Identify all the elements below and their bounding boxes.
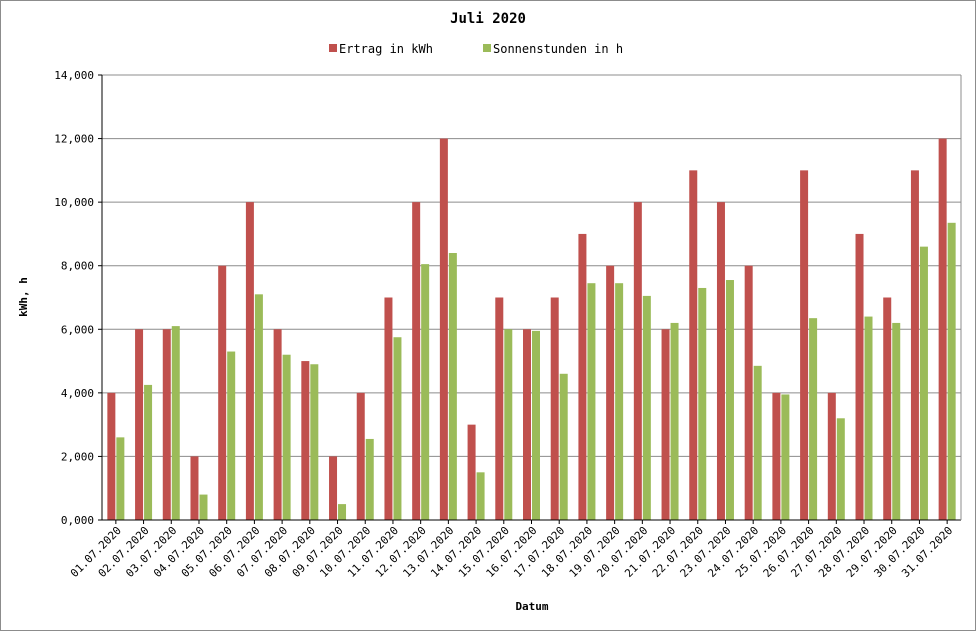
bar-sonnenstunden bbox=[864, 316, 873, 520]
bar-sonnenstunden bbox=[448, 253, 457, 520]
bar-ertrag bbox=[467, 424, 476, 520]
bar-sonnenstunden bbox=[919, 246, 928, 520]
bar-ertrag bbox=[883, 297, 892, 520]
bar-sonnenstunden bbox=[144, 384, 153, 520]
bar-ertrag bbox=[329, 456, 338, 520]
bar-ertrag bbox=[744, 265, 753, 520]
bar-ertrag bbox=[633, 202, 642, 520]
bar-sonnenstunden bbox=[725, 280, 734, 520]
legend-label-sonnenstunden: Sonnenstunden in h bbox=[493, 42, 623, 56]
bar-ertrag bbox=[301, 361, 310, 520]
bar-sonnenstunden bbox=[254, 294, 263, 520]
y-tick-label: 2,000 bbox=[61, 450, 94, 463]
bar-sonnenstunden bbox=[365, 438, 374, 520]
bar-ertrag bbox=[910, 170, 919, 520]
y-tick-label: 10,000 bbox=[54, 196, 94, 209]
bar-ertrag bbox=[827, 392, 836, 520]
bar-sonnenstunden bbox=[338, 504, 347, 520]
y-axis-label: kWh, h bbox=[17, 277, 30, 317]
bar-sonnenstunden bbox=[171, 326, 180, 520]
y-tick-label: 4,000 bbox=[61, 387, 94, 400]
bars bbox=[107, 138, 956, 521]
bar-sonnenstunden bbox=[199, 494, 208, 520]
bar-ertrag bbox=[716, 202, 725, 520]
bar-ertrag bbox=[190, 456, 199, 520]
y-tick-label: 8,000 bbox=[61, 260, 94, 273]
bar-sonnenstunden bbox=[282, 354, 291, 520]
bar-sonnenstunden bbox=[947, 222, 956, 520]
bar-ertrag bbox=[523, 329, 531, 520]
bar-ertrag bbox=[495, 297, 504, 520]
bar-ertrag bbox=[273, 329, 282, 520]
bar-sonnenstunden bbox=[753, 365, 762, 520]
bar-sonnenstunden bbox=[504, 329, 513, 520]
bar-sonnenstunden bbox=[116, 437, 125, 520]
chart-title: Juli 2020 bbox=[450, 11, 526, 27]
bar-ertrag bbox=[800, 170, 809, 520]
bar-ertrag bbox=[689, 170, 698, 520]
bar-sonnenstunden bbox=[587, 283, 596, 520]
bar-sonnenstunden bbox=[393, 337, 402, 520]
bar-ertrag bbox=[661, 329, 670, 520]
bar-sonnenstunden bbox=[670, 322, 679, 520]
bar-ertrag bbox=[412, 202, 421, 520]
bar-ertrag bbox=[439, 138, 448, 521]
bar-sonnenstunden bbox=[476, 472, 485, 520]
y-tick-label: 14,000 bbox=[54, 69, 94, 82]
bar-ertrag bbox=[356, 392, 365, 520]
bar-sonnenstunden bbox=[310, 364, 319, 520]
bar-ertrag bbox=[135, 329, 144, 520]
bar-sonnenstunden bbox=[809, 318, 818, 520]
bar-sonnenstunden bbox=[698, 287, 707, 520]
legend: Ertrag in kWh Sonnenstunden in h bbox=[329, 42, 623, 56]
y-axis-ticks: 0,000 2,000 4,000 6,000 8,000 10,000 12,000 14,… bbox=[54, 69, 102, 527]
bar-sonnenstunden bbox=[836, 418, 845, 520]
bar-sonnenstunden bbox=[615, 283, 624, 520]
y-tick-label: 0,000 bbox=[61, 514, 94, 527]
x-axis-ticks: 01.07.202002.07.202003.07.202004.07.2020… bbox=[68, 520, 955, 580]
bar-ertrag bbox=[938, 138, 947, 521]
bar-ertrag bbox=[606, 265, 615, 520]
bar-sonnenstunden bbox=[421, 264, 430, 520]
bar-sonnenstunden bbox=[642, 295, 651, 520]
legend-label-ertrag: Ertrag in kWh bbox=[339, 42, 433, 56]
bar-ertrag bbox=[245, 202, 254, 520]
bar-ertrag bbox=[550, 297, 559, 520]
bar-ertrag bbox=[855, 233, 864, 520]
legend-swatch-sonnenstunden bbox=[483, 44, 491, 52]
bar-ertrag bbox=[218, 265, 227, 520]
bar-ertrag bbox=[772, 392, 781, 520]
legend-swatch-ertrag bbox=[329, 44, 337, 52]
x-axis-label: Datum bbox=[515, 600, 548, 613]
y-tick-label: 6,000 bbox=[61, 323, 94, 336]
bar-sonnenstunden bbox=[781, 394, 790, 520]
bar-sonnenstunden bbox=[532, 330, 540, 520]
bar-ertrag bbox=[578, 233, 587, 520]
bar-ertrag bbox=[384, 297, 393, 520]
bar-ertrag bbox=[162, 329, 171, 520]
bar-sonnenstunden bbox=[559, 373, 568, 520]
bar-ertrag bbox=[107, 392, 116, 520]
bar-sonnenstunden bbox=[892, 322, 901, 520]
bar-sonnenstunden bbox=[227, 351, 236, 520]
y-tick-label: 12,000 bbox=[54, 133, 94, 146]
